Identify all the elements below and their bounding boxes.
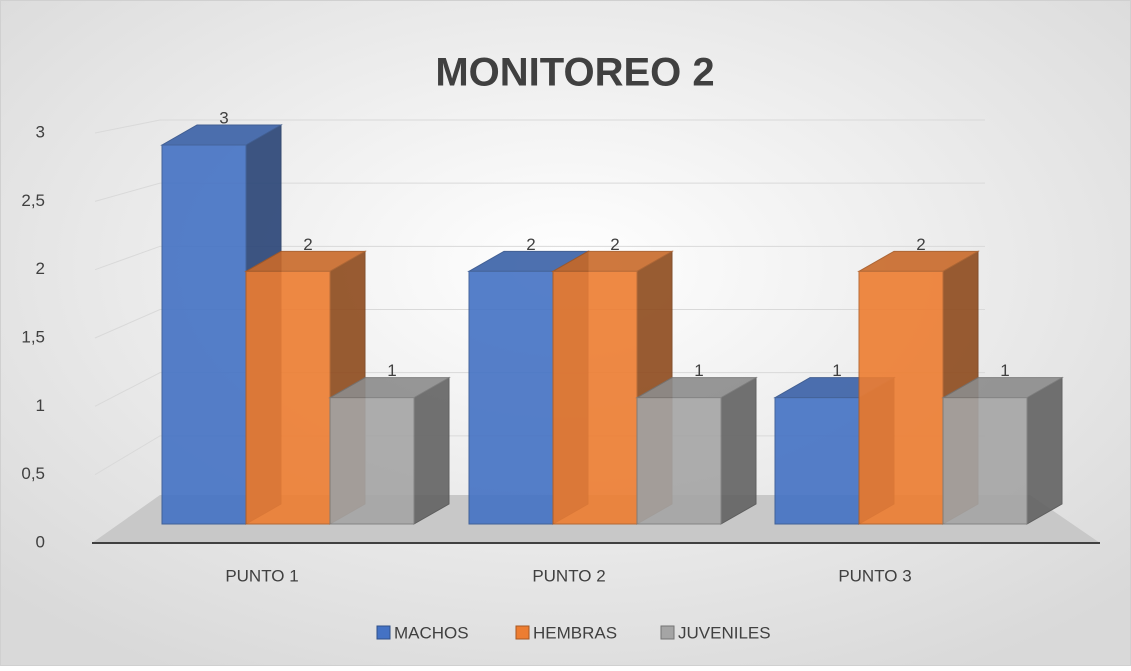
x-tick-label: PUNTO 1 [225,566,298,585]
legend-swatch [376,625,391,640]
data-label: 2 [610,235,619,254]
bar [328,376,451,525]
chart-title: MONITOREO 2 [435,51,714,95]
legend-label: MACHOS [394,623,469,642]
bar-face [552,270,638,525]
y-tick-label: 1,5 [21,327,45,346]
bar-face [720,376,757,525]
data-label: 2 [303,235,312,254]
bar-face [636,397,722,525]
legend-swatch [660,625,675,640]
bar-face [942,397,1028,525]
legend-label: JUVENILES [678,623,771,642]
y-tick-label: 0,5 [21,464,45,483]
y-tick-label: 0 [36,532,45,551]
bar [941,376,1064,525]
bar-face [245,270,331,525]
data-label: 1 [832,361,841,380]
bar-face [329,397,415,525]
data-label: 1 [387,361,396,380]
grid-line [94,182,985,202]
grid-line [94,372,985,407]
y-tick-label: 3 [36,122,45,141]
bar-face [468,270,554,525]
y-tick-label: 2,5 [21,191,45,210]
grid-line [94,119,985,134]
bar-face [774,397,860,525]
grid-line [94,245,985,271]
data-label: 2 [526,235,535,254]
bar-face [858,270,944,525]
grid-line [94,309,985,339]
data-label: 1 [694,361,703,380]
data-label: 1 [1000,361,1009,380]
y-tick-label: 2 [36,259,45,278]
bar-face [413,376,450,525]
legend-swatch [515,625,530,640]
y-tick-label: 1 [36,396,45,415]
data-label: 3 [219,108,228,127]
bar-face [161,144,247,525]
bar [635,376,758,525]
x-tick-label: PUNTO 3 [838,566,911,585]
data-label: 2 [916,235,925,254]
legend-label: HEMBRAS [533,623,617,642]
bar-face [1026,376,1063,525]
x-tick-label: PUNTO 2 [532,566,605,585]
